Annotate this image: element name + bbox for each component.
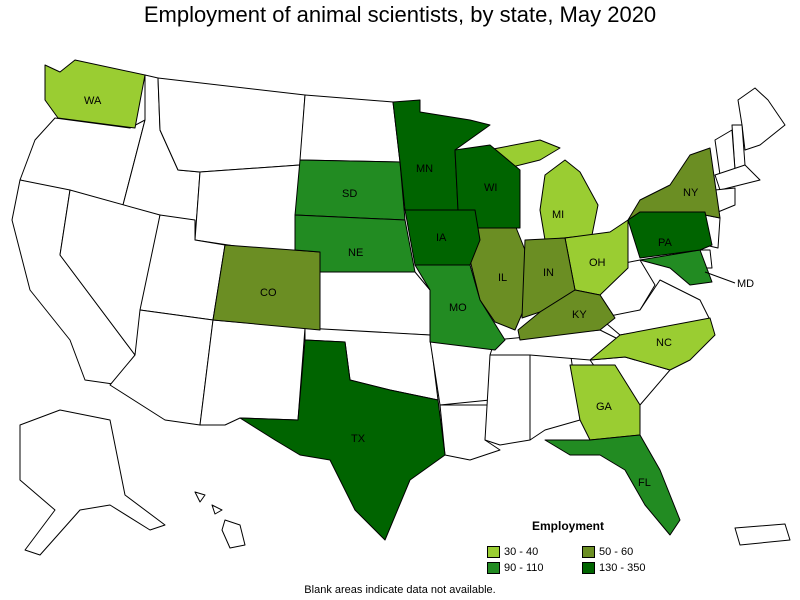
state-ny bbox=[627, 147, 721, 221]
label-wi: WI bbox=[484, 182, 497, 194]
legend-item-3: 90 - 110 bbox=[487, 562, 544, 574]
state-ia bbox=[404, 209, 481, 266]
state-mn bbox=[392, 99, 491, 211]
label-md: MD bbox=[737, 278, 754, 290]
label-ky: KY bbox=[572, 309, 587, 321]
state-mt bbox=[157, 77, 306, 173]
md-leader-line bbox=[704, 271, 736, 284]
legend-label: 30 - 40 bbox=[504, 546, 539, 558]
state-mo bbox=[414, 264, 506, 351]
legend-item-4: 130 - 350 bbox=[582, 562, 645, 574]
state-ne bbox=[294, 214, 416, 273]
state-hi bbox=[194, 491, 246, 549]
label-il: IL bbox=[498, 272, 507, 284]
label-ia: IA bbox=[436, 232, 447, 244]
state-wy bbox=[194, 164, 301, 256]
label-fl: FL bbox=[638, 477, 651, 489]
label-mo: MO bbox=[449, 302, 467, 314]
label-tx: TX bbox=[351, 433, 366, 445]
legend-swatch bbox=[582, 562, 595, 574]
state-pa bbox=[627, 211, 713, 259]
state-fl bbox=[544, 434, 681, 536]
state-ks bbox=[319, 271, 431, 336]
legend-item-1: 30 - 40 bbox=[487, 546, 538, 558]
label-nc: NC bbox=[656, 337, 672, 349]
state-labels: WA MI OH NC GA CO IL IN KY NY SD NE MO F… bbox=[84, 95, 754, 489]
legend-swatch bbox=[582, 546, 595, 558]
label-mi: MI bbox=[552, 209, 564, 221]
label-mn: MN bbox=[416, 163, 433, 175]
state-nd bbox=[299, 94, 401, 163]
state-ak bbox=[19, 409, 166, 556]
legend-label: 130 - 350 bbox=[599, 562, 646, 574]
state-co bbox=[212, 244, 321, 331]
label-ny: NY bbox=[683, 187, 699, 199]
label-sd: SD bbox=[342, 188, 357, 200]
state-ky bbox=[517, 289, 616, 341]
label-wa: WA bbox=[84, 95, 102, 107]
state-pr bbox=[734, 523, 791, 546]
legend-title: Employment bbox=[532, 519, 605, 533]
footnote: Blank areas indicate data not available. bbox=[304, 584, 496, 596]
label-ga: GA bbox=[596, 401, 613, 413]
state-il bbox=[469, 224, 529, 331]
state-al bbox=[529, 349, 581, 441]
state-me bbox=[737, 87, 786, 151]
state-vt bbox=[714, 129, 736, 176]
map-title: Employment of animal scientists, by stat… bbox=[143, 2, 657, 27]
label-pa: PA bbox=[658, 237, 673, 249]
state-nc bbox=[589, 317, 716, 371]
label-ne: NE bbox=[348, 247, 363, 259]
legend-swatch bbox=[487, 562, 500, 574]
state-ma bbox=[714, 164, 761, 191]
label-oh: OH bbox=[589, 257, 606, 269]
state-wa bbox=[44, 59, 146, 129]
data-states bbox=[44, 59, 721, 541]
legend-swatch bbox=[487, 546, 500, 558]
legend-item-2: 50 - 60 bbox=[582, 546, 633, 558]
blank-states bbox=[11, 74, 791, 556]
label-co: CO bbox=[260, 287, 277, 299]
state-ms bbox=[484, 351, 531, 446]
label-in: IN bbox=[543, 267, 554, 279]
state-nm bbox=[199, 319, 306, 426]
legend-label: 50 - 60 bbox=[599, 546, 634, 558]
state-ar bbox=[429, 339, 496, 406]
legend-label: 90 - 110 bbox=[504, 562, 544, 574]
state-tx bbox=[239, 339, 446, 541]
